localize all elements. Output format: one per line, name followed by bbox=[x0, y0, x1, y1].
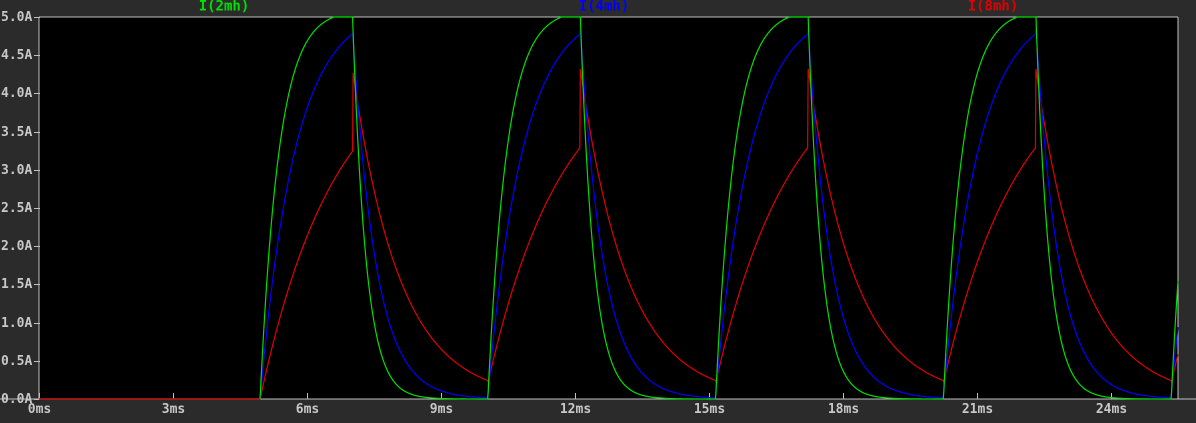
y-axis-tick-label: 2.0A bbox=[1, 239, 32, 254]
y-axis-tick-label: 4.5A bbox=[1, 48, 32, 63]
y-axis-tick-label: 3.5A bbox=[1, 125, 32, 140]
legend-label-i4mh[interactable]: I(4mh) bbox=[579, 0, 630, 15]
x-axis-tick-label: 12ms bbox=[560, 402, 591, 417]
legend[interactable]: I(2mh) I(4mh) I(8mh) bbox=[199, 0, 1019, 15]
x-axis-tick-label: 21ms bbox=[962, 402, 993, 417]
x-axis-tick-label: 6ms bbox=[296, 402, 319, 417]
legend-label-i8mh[interactable]: I(8mh) bbox=[968, 0, 1019, 15]
y-axis-tick-label: 2.5A bbox=[1, 201, 32, 216]
x-axis-tick-label: 15ms bbox=[694, 402, 725, 417]
legend-label-i2mh[interactable]: I(2mh) bbox=[199, 0, 250, 15]
plot-area-background bbox=[39, 17, 1178, 399]
y-axis-tick-label: 0.0A bbox=[1, 392, 32, 407]
x-axis-tick-label: 18ms bbox=[828, 402, 859, 417]
y-axis-tick-label: 4.0A bbox=[1, 86, 32, 101]
x-axis-tick-label: 24ms bbox=[1096, 402, 1127, 417]
x-axis-tick-label: 9ms bbox=[430, 402, 453, 417]
y-axis-tick-label: 5.0A bbox=[1, 10, 32, 25]
trace-group bbox=[39, 16, 1179, 400]
x-axis-tick-label: 3ms bbox=[162, 402, 185, 417]
y-axis-tick-label: 0.5A bbox=[1, 354, 32, 369]
x-axis-tick-labels: 0ms 3ms 6ms 9ms 12ms 15ms 18ms 21ms 24ms bbox=[28, 402, 1127, 417]
y-axis-tick-label: 1.0A bbox=[1, 316, 32, 331]
y-axis-tick-labels: 0.0A 0.5A 1.0A 1.5A 2.0A 2.5A 3.0A 3.5A 4.0A 4.5A… bbox=[1, 10, 32, 407]
x-axis-tick-label: 0ms bbox=[28, 402, 51, 417]
y-axis-tick-label: 3.0A bbox=[1, 163, 32, 178]
y-axis-tick-label: 1.5A bbox=[1, 277, 32, 292]
